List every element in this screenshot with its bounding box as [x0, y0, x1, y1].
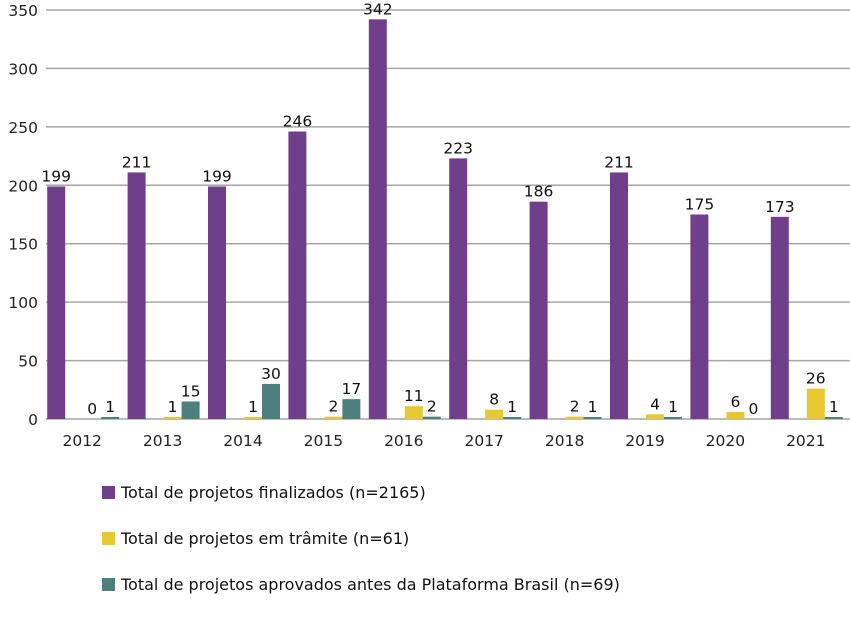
bar-2020-series-1 — [726, 411, 745, 419]
x-tick-label-2017: 2017 — [464, 432, 503, 450]
y-axis-ticks: 0 50 100 150 200 250 300 350 — [8, 2, 38, 429]
data-label-2020-series-0: 175 — [685, 196, 715, 214]
x-tick-label-2016: 2016 — [384, 432, 423, 450]
bar-2014-series-1 — [244, 417, 262, 419]
legend: Total de projetos finalizados (n=2165) T… — [102, 482, 620, 620]
bar-2016-series-0 — [368, 19, 387, 419]
data-label-2019-series-1: 4 — [650, 395, 660, 413]
bar-2021-series-2 — [824, 417, 843, 419]
data-label-2020-series-1: 6 — [730, 393, 740, 411]
y-tick-label: 200 — [8, 177, 38, 195]
data-label-2021-series-2: 1 — [829, 398, 839, 416]
legend-item-tramite: Total de projetos em trâmite (n=61) — [102, 528, 620, 548]
data-label-2015-series-2: 17 — [342, 380, 362, 398]
bar-2021-series-0 — [770, 216, 789, 419]
bar-2013-series-1 — [163, 417, 182, 419]
x-tick-label-2018: 2018 — [545, 432, 584, 450]
bar-2018-series-0 — [529, 201, 548, 419]
data-label-2013-series-2: 15 — [181, 382, 201, 400]
x-tick-label-2012: 2012 — [62, 432, 101, 450]
bar-2016-series-1 — [404, 406, 423, 419]
bar-2019-series-0 — [610, 172, 628, 419]
data-label-2015-series-1: 2 — [328, 398, 338, 416]
data-label-2020-series-2: 0 — [748, 400, 758, 418]
bar-2015-series-2 — [342, 399, 361, 419]
legend-label-aprovados: Total de projetos aprovados antes da Pla… — [121, 574, 620, 594]
x-tick-label-2021: 2021 — [786, 432, 825, 450]
legend-label-tramite: Total de projetos em trâmite (n=61) — [121, 528, 410, 548]
data-label-2018-series-2: 1 — [588, 398, 598, 416]
bar-2014-series-0 — [208, 186, 226, 419]
data-label-2012-series-0: 199 — [41, 167, 71, 185]
bar-2021-series-1 — [806, 388, 825, 419]
data-label-2014-series-1: 1 — [248, 398, 258, 416]
data-label-2021-series-0: 173 — [765, 198, 795, 216]
data-label-2019-series-0: 211 — [604, 153, 634, 171]
data-label-2019-series-2: 1 — [668, 398, 678, 416]
y-tick-label: 350 — [8, 2, 38, 20]
data-label-2012-series-2: 1 — [105, 398, 115, 416]
legend-swatch-aprovados — [102, 577, 115, 591]
data-label-2018-series-1: 2 — [570, 398, 580, 416]
bar-2012-series-0 — [47, 186, 66, 419]
data-label-2014-series-0: 199 — [202, 167, 232, 185]
data-label-2018-series-0: 186 — [524, 183, 554, 201]
bars — [47, 19, 843, 419]
bar-2019-series-2 — [664, 417, 682, 419]
data-label-2021-series-1: 26 — [806, 370, 826, 388]
bar-2014-series-2 — [262, 383, 280, 419]
bar-2016-series-2 — [422, 416, 441, 419]
gridlines — [46, 9, 850, 420]
bar-2018-series-2 — [583, 417, 602, 419]
bar-2020-series-0 — [690, 214, 709, 419]
bar-2017-series-1 — [485, 409, 504, 419]
data-label-2016-series-1: 11 — [404, 387, 424, 405]
data-label-2015-series-0: 246 — [283, 113, 313, 131]
data-label-2013-series-1: 1 — [168, 398, 178, 416]
y-tick-label: 100 — [8, 294, 38, 312]
y-tick-label: 150 — [8, 236, 38, 254]
data-label-2017-series-1: 8 — [489, 391, 499, 409]
legend-swatch-tramite — [102, 531, 115, 545]
bar-2015-series-1 — [324, 416, 343, 419]
x-tick-label-2020: 2020 — [706, 432, 745, 450]
x-tick-label-2013: 2013 — [143, 432, 182, 450]
data-label-2016-series-0: 342 — [363, 0, 393, 18]
data-label-2016-series-2: 2 — [427, 398, 437, 416]
y-tick-label: 250 — [8, 119, 38, 137]
bar-2015-series-0 — [288, 131, 307, 419]
x-tick-label-2014: 2014 — [223, 432, 262, 450]
legend-item-aprovados: Total de projetos aprovados antes da Pla… — [102, 574, 620, 594]
data-label-2014-series-2: 30 — [261, 365, 281, 383]
bar-2018-series-1 — [565, 416, 584, 419]
data-label-2012-series-1: 0 — [87, 400, 97, 418]
bar-2017-series-2 — [503, 417, 522, 419]
data-label-2017-series-0: 223 — [443, 139, 473, 157]
bar-2017-series-0 — [449, 158, 468, 419]
x-tick-label-2015: 2015 — [304, 432, 343, 450]
bar-2012-series-2 — [101, 417, 120, 419]
data-label-2013-series-0: 211 — [122, 153, 152, 171]
y-tick-label: 0 — [28, 411, 38, 429]
bar-2013-series-2 — [181, 401, 200, 419]
legend-item-finalizados: Total de projetos finalizados (n=2165) — [102, 482, 620, 502]
legend-label-finalizados: Total de projetos finalizados (n=2165) — [121, 482, 426, 502]
legend-swatch-finalizados — [102, 485, 115, 499]
y-tick-label: 300 — [8, 60, 38, 78]
bar-2019-series-1 — [646, 414, 664, 419]
data-label-2017-series-2: 1 — [507, 398, 517, 416]
x-axis-ticks: 2012 2013 2014 2015 2016 2017 2018 2019 2020 2021 — [62, 432, 825, 450]
y-tick-label: 50 — [18, 353, 38, 371]
bar-2013-series-0 — [127, 172, 146, 419]
x-tick-label-2019: 2019 — [625, 432, 664, 450]
